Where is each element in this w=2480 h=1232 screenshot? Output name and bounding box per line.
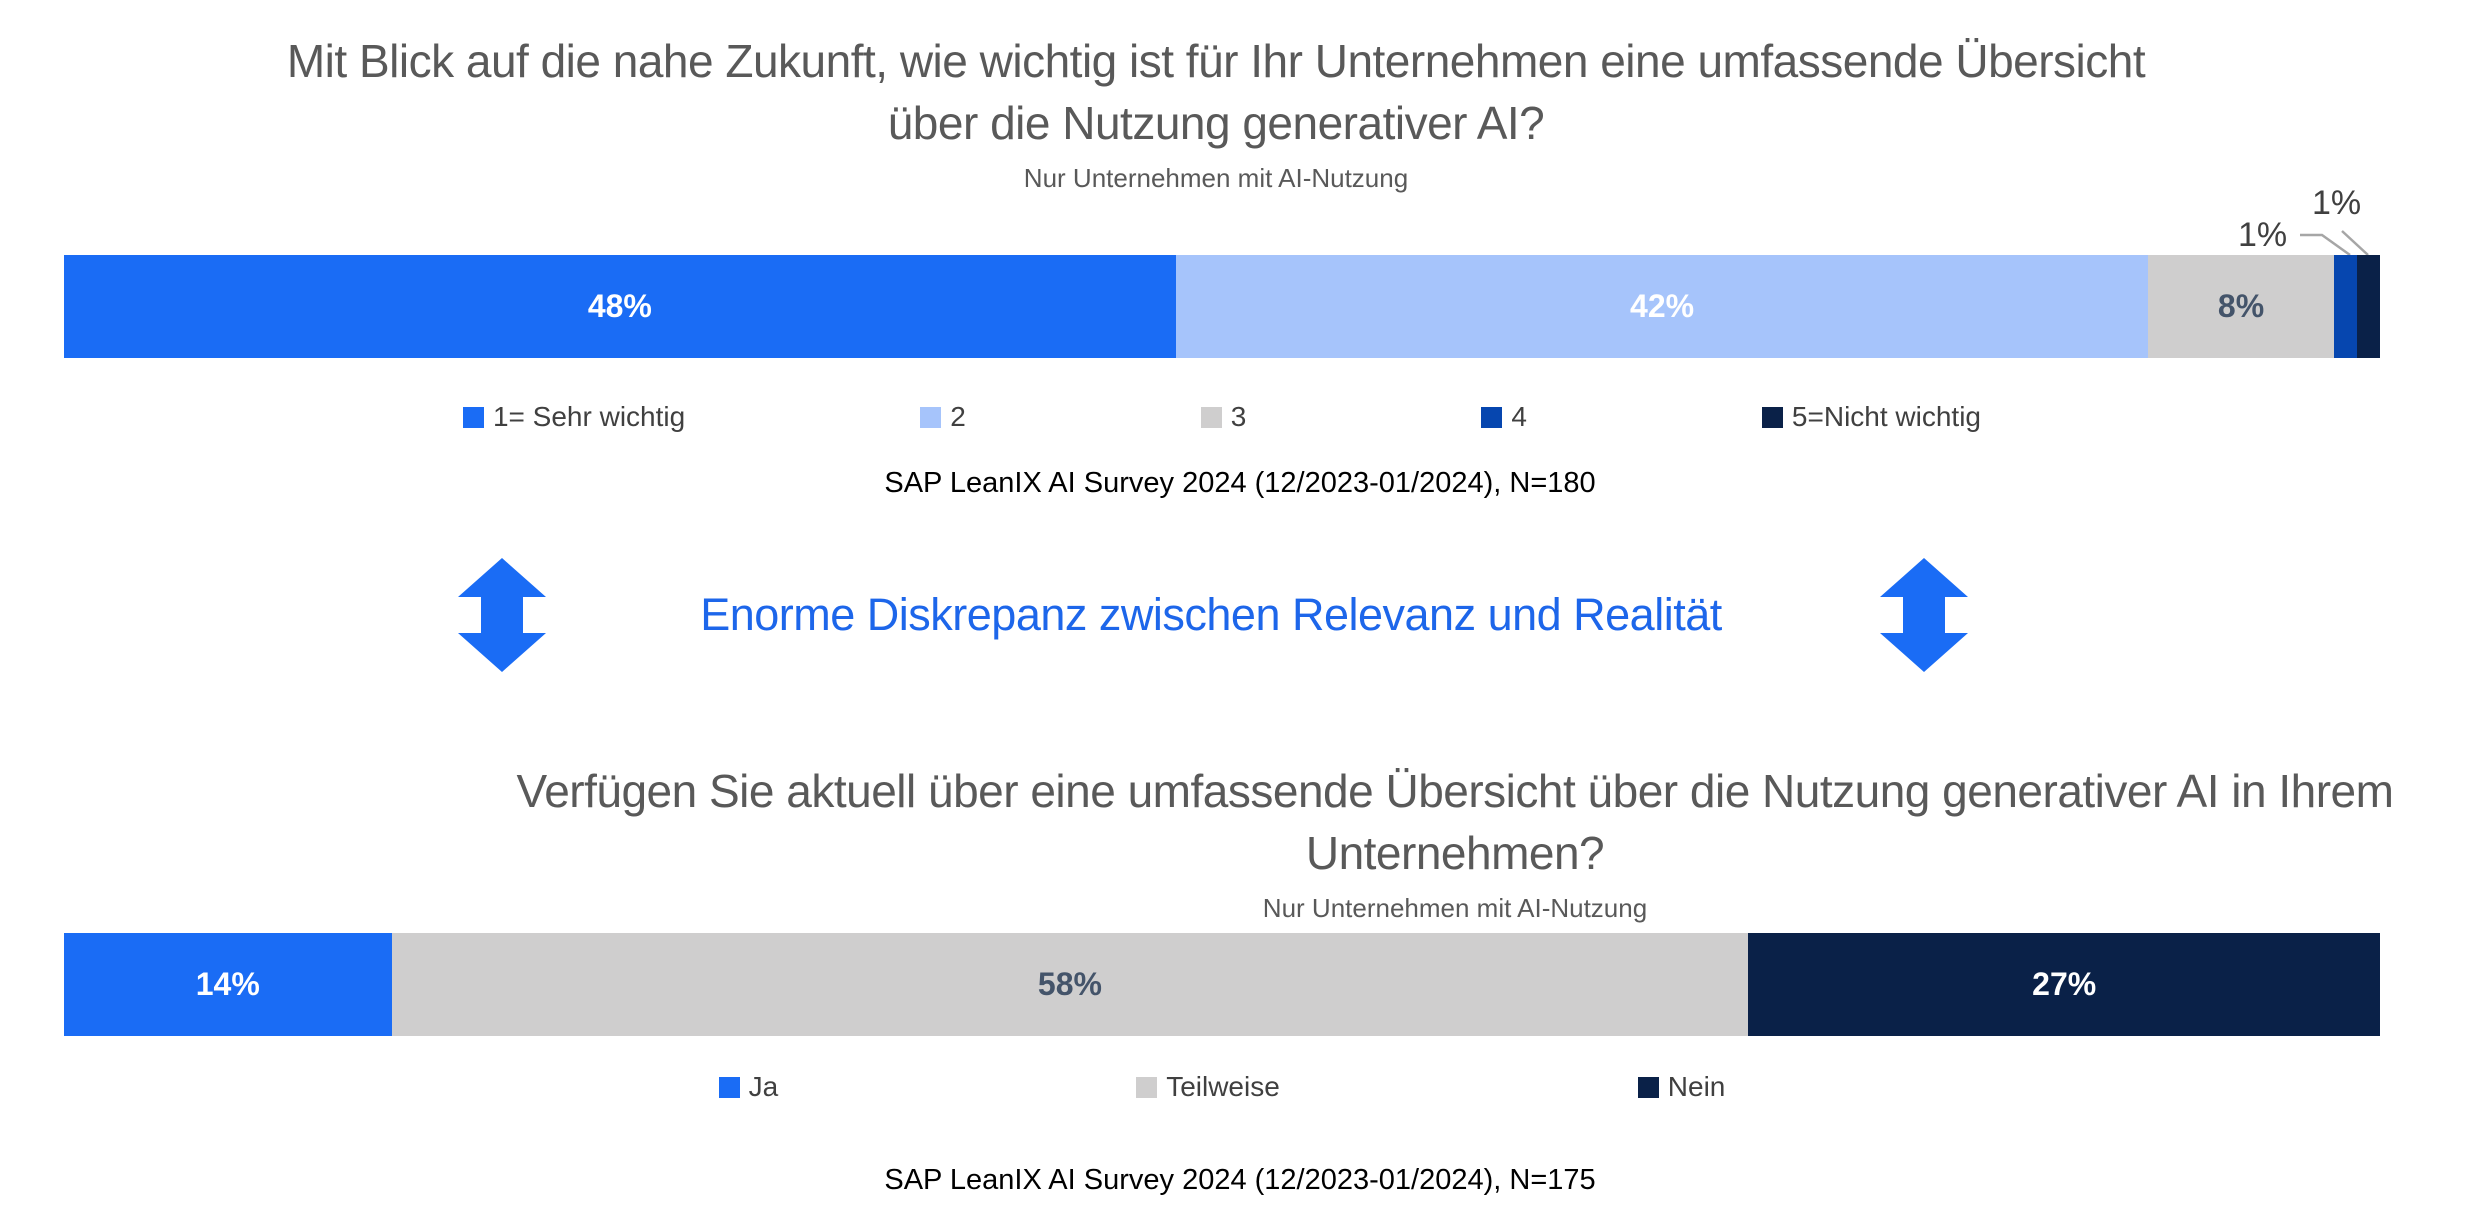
bottom-legend: Ja Teilweise Nein (64, 1070, 2380, 1104)
callout-label-rating-4: 1% (2238, 216, 2288, 254)
segment-value-label: 48% (587, 288, 652, 324)
legend-label: 1= Sehr wichtig (492, 401, 686, 432)
legend-item-not-important: 5=Nicht wichtig (1761, 400, 1982, 434)
bar-segment-2: 42% (1175, 255, 2149, 358)
legend-swatch (718, 1076, 740, 1098)
up-down-arrow-icon (1880, 558, 1968, 672)
bar-segment-4 (2333, 255, 2357, 358)
top-title-block: Mit Blick auf die nahe Zukunft, wie wich… (276, 30, 2156, 194)
legend-label: Nein (1667, 1071, 1726, 1102)
bottom-chart-subtitle: Nur Unternehmen mit AI-Nutzung (1262, 893, 1648, 923)
top-stacked-bar: 48% 42% 8% (64, 255, 2380, 358)
legend-label: Ja (748, 1071, 779, 1102)
bar-segment-teilweise: 58% (391, 933, 1749, 1036)
legend-item-2: 2 (920, 400, 966, 434)
bar-segment-ja: 14% (64, 933, 392, 1036)
legend-item-very-important: 1= Sehr wichtig (462, 400, 686, 434)
bottom-source-note: SAP LeanIX AI Survey 2024 (12/2023-01/20… (884, 1164, 1596, 1196)
bar-segment-not-important (2356, 255, 2380, 358)
legend-swatch (1637, 1076, 1659, 1098)
top-source-note: SAP LeanIX AI Survey 2024 (12/2023-01/20… (884, 467, 1596, 499)
legend-swatch (1136, 1076, 1158, 1098)
legend-label: Teilweise (1166, 1071, 1280, 1102)
legend-item-nein: Nein (1637, 1070, 1726, 1104)
legend-label: 2 (950, 401, 966, 432)
bar-segment-3: 8% (2148, 255, 2334, 358)
segment-value-label: 14% (195, 966, 260, 1002)
legend-label: 3 (1230, 401, 1247, 432)
callout-label-rating-5: 1% (2312, 184, 2362, 222)
top-chart-title: Mit Blick auf die nahe Zukunft, wie wich… (286, 35, 2146, 149)
legend-item-3: 3 (1200, 400, 1247, 434)
segment-value-label: 27% (2032, 966, 2097, 1002)
legend-swatch (1481, 406, 1503, 428)
legend-swatch (920, 406, 942, 428)
segment-value-label: 58% (1037, 966, 1102, 1002)
bar-segment-very-important: 48% (64, 255, 1176, 358)
legend-item-ja: Ja (718, 1070, 779, 1104)
legend-label: 5=Nicht wichtig (1791, 401, 1982, 432)
segment-value-label: 42% (1630, 288, 1695, 324)
segment-value-label: 8% (2217, 288, 2265, 324)
divider-statement: Enorme Diskrepanz zwischen Relevanz und … (700, 589, 1722, 640)
legend-swatch (1200, 406, 1222, 428)
bar-segment-nein: 27% (1748, 933, 2380, 1036)
bottom-title-block: Verfügen Sie aktuell über eine umfassend… (475, 760, 2435, 924)
legend-swatch (462, 406, 484, 428)
legend-item-teilweise: Teilweise (1136, 1070, 1280, 1104)
up-down-arrow-icon (458, 558, 546, 672)
legend-item-4: 4 (1481, 400, 1527, 434)
legend-label: 4 (1511, 401, 1527, 432)
legend-swatch (1761, 406, 1783, 428)
bottom-stacked-bar: 14% 58% 27% (64, 933, 2380, 1036)
callout-connector-lines (2300, 230, 2369, 257)
top-legend: 1= Sehr wichtig 2 3 4 5=Nicht wichtig (64, 400, 2380, 434)
bottom-chart-title: Verfügen Sie aktuell über eine umfassend… (516, 765, 2394, 879)
top-chart-subtitle: Nur Unternehmen mit AI-Nutzung (1023, 163, 1409, 193)
